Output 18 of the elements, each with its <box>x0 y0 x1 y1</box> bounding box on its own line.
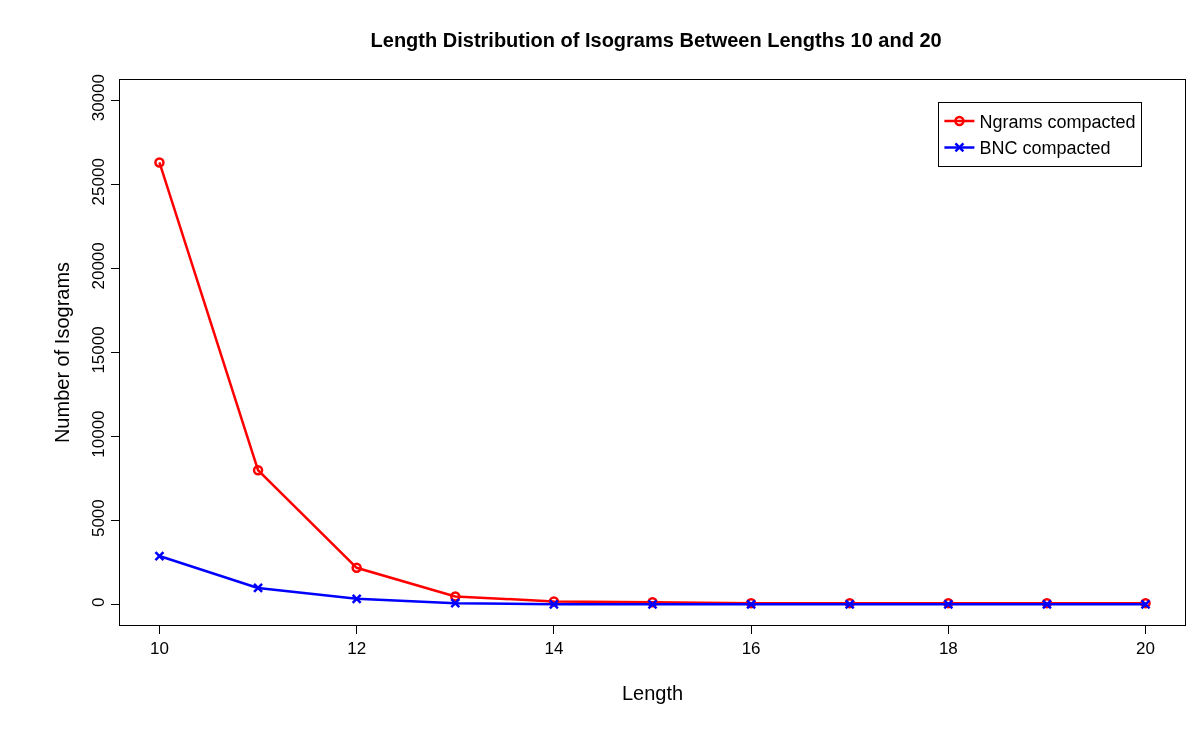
x-tick-label: 14 <box>544 639 564 659</box>
y-tick-label: 0 <box>89 597 109 607</box>
x-tick-label: 12 <box>347 639 367 659</box>
y-tick-label: 10000 <box>89 410 109 458</box>
x-axis-title: Length <box>621 681 684 704</box>
x-tick-label: 10 <box>149 639 169 659</box>
legend-label: Ngrams compacted <box>979 112 1136 133</box>
x-tick-label: 16 <box>741 639 761 659</box>
y-tick-label: 25000 <box>89 158 109 206</box>
legend-label: BNC compacted <box>979 138 1111 159</box>
chart-title: Length Distribution of Isograms Between Lengths 10 and 20 <box>370 29 942 52</box>
y-tick-label: 30000 <box>89 74 109 122</box>
x-tick-label: 20 <box>1136 639 1156 659</box>
y-tick-label: 20000 <box>89 242 109 290</box>
y-tick-label: 5000 <box>89 499 109 538</box>
y-tick-label: 15000 <box>89 326 109 374</box>
y-axis-title: Number of Isograms <box>50 261 73 444</box>
x-tick-label: 18 <box>938 639 958 659</box>
